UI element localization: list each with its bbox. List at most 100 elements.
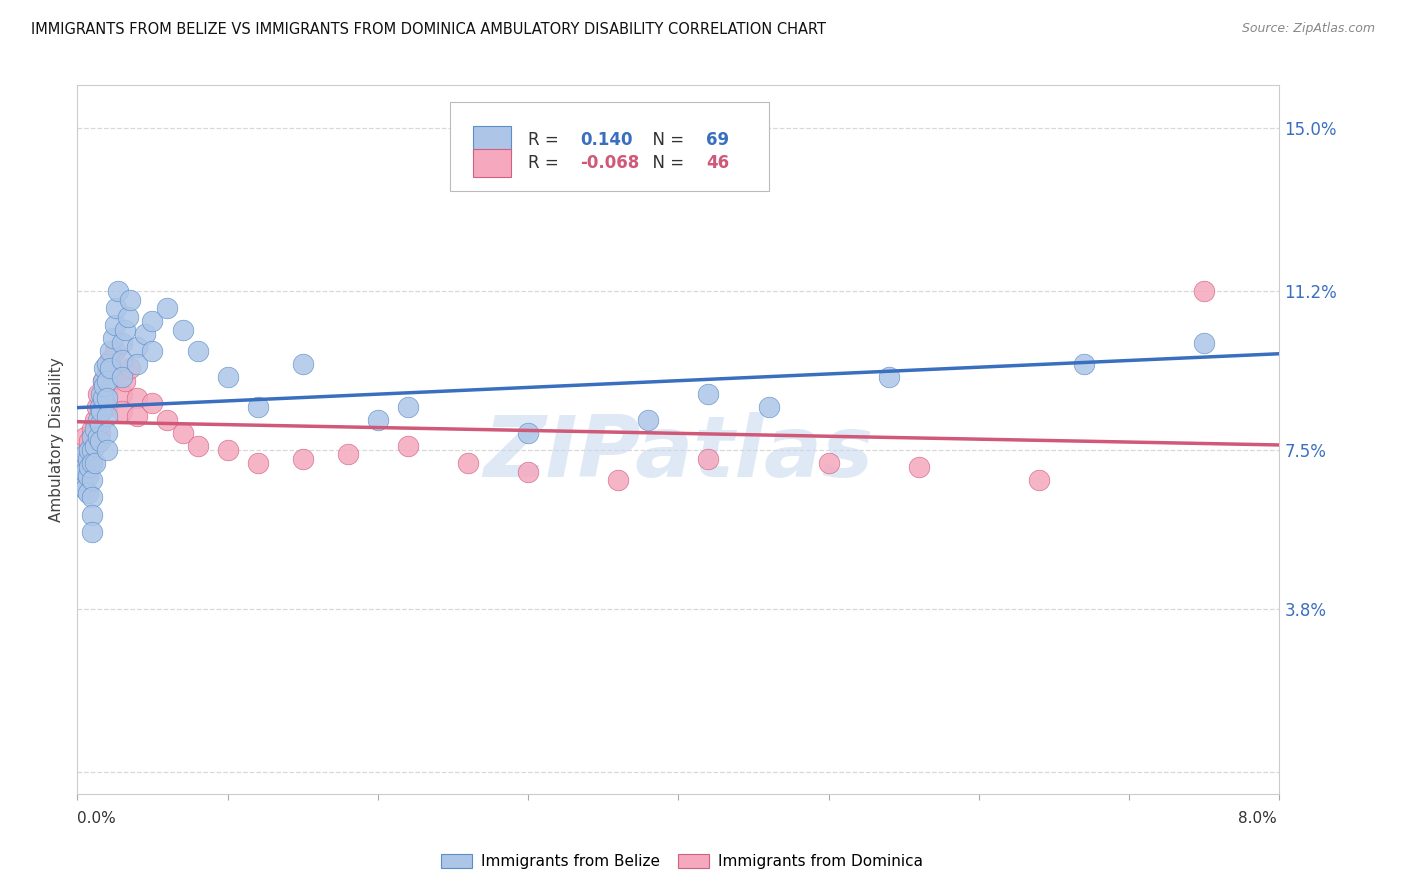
Point <box>457 456 479 470</box>
Point <box>291 451 314 466</box>
Point <box>79 460 101 475</box>
Point <box>103 331 125 345</box>
Point <box>127 409 149 423</box>
Point <box>96 425 118 440</box>
Point <box>517 465 540 479</box>
Point <box>82 443 104 458</box>
Text: Source: ZipAtlas.com: Source: ZipAtlas.com <box>1241 22 1375 36</box>
Point <box>100 361 122 376</box>
Text: 46: 46 <box>706 153 730 172</box>
Point <box>172 425 194 440</box>
Point <box>156 413 179 427</box>
Point <box>103 370 125 384</box>
Point <box>82 524 104 539</box>
Point <box>91 374 114 388</box>
Point <box>84 421 107 435</box>
Point <box>87 430 110 444</box>
Point <box>82 491 104 505</box>
Point <box>100 352 122 367</box>
Text: -0.068: -0.068 <box>579 153 640 172</box>
Point <box>84 456 107 470</box>
Point <box>817 456 839 470</box>
Point <box>93 378 115 392</box>
Point <box>96 366 118 380</box>
Point <box>111 352 134 367</box>
Point <box>84 413 107 427</box>
Point <box>70 473 93 487</box>
Text: N =: N = <box>643 153 690 172</box>
Point <box>87 387 110 401</box>
Point <box>73 447 96 461</box>
Point <box>76 468 98 483</box>
Point <box>73 430 96 444</box>
Point <box>156 301 179 316</box>
Point <box>90 387 112 401</box>
Point <box>1028 473 1050 487</box>
Point <box>134 326 156 341</box>
Point <box>82 508 104 522</box>
Point <box>91 392 114 406</box>
Point <box>89 417 111 432</box>
Point <box>127 340 149 354</box>
Point <box>104 344 127 359</box>
Bar <box>472 149 512 177</box>
Point <box>82 421 104 435</box>
Point <box>111 404 134 418</box>
Point <box>1073 357 1095 371</box>
Text: 0.140: 0.140 <box>579 131 633 149</box>
Point <box>79 434 101 449</box>
Point <box>79 451 101 466</box>
Point <box>90 404 112 418</box>
Text: R =: R = <box>529 153 564 172</box>
Point <box>75 447 97 461</box>
Point <box>100 344 122 359</box>
Point <box>96 383 118 397</box>
Point <box>96 357 118 371</box>
Point <box>114 323 136 337</box>
Point <box>336 447 359 461</box>
Point <box>187 344 209 359</box>
Point <box>246 456 269 470</box>
Point <box>127 357 149 371</box>
Point <box>73 465 96 479</box>
Point <box>637 413 659 427</box>
Point <box>82 456 104 470</box>
Point <box>141 396 163 410</box>
Point <box>87 413 110 427</box>
Point <box>79 443 101 458</box>
Point <box>96 409 118 423</box>
Point <box>114 374 136 388</box>
Point <box>96 400 118 414</box>
Point <box>104 318 127 333</box>
Point <box>70 451 93 466</box>
Point <box>93 392 115 406</box>
Text: ZIPatlas: ZIPatlas <box>484 412 873 495</box>
Point <box>96 443 118 458</box>
Point <box>697 387 720 401</box>
Point <box>118 293 141 307</box>
Y-axis label: Ambulatory Disability: Ambulatory Disability <box>49 357 65 522</box>
Point <box>1194 335 1216 350</box>
Point <box>105 301 128 316</box>
Point <box>118 361 141 376</box>
Point <box>877 370 900 384</box>
Text: 69: 69 <box>706 131 730 149</box>
Point <box>96 392 118 406</box>
Point <box>96 374 118 388</box>
Point <box>172 323 194 337</box>
Point <box>1194 284 1216 298</box>
Point <box>84 439 107 453</box>
Point <box>107 284 129 298</box>
Point <box>89 425 111 440</box>
Point <box>82 473 104 487</box>
Point <box>76 465 98 479</box>
Point <box>396 400 419 414</box>
Point <box>127 392 149 406</box>
Point <box>82 430 104 444</box>
Point <box>82 456 104 470</box>
Point <box>117 310 139 324</box>
Point <box>758 400 780 414</box>
Point <box>111 370 134 384</box>
Point <box>697 451 720 466</box>
FancyBboxPatch shape <box>450 103 769 191</box>
